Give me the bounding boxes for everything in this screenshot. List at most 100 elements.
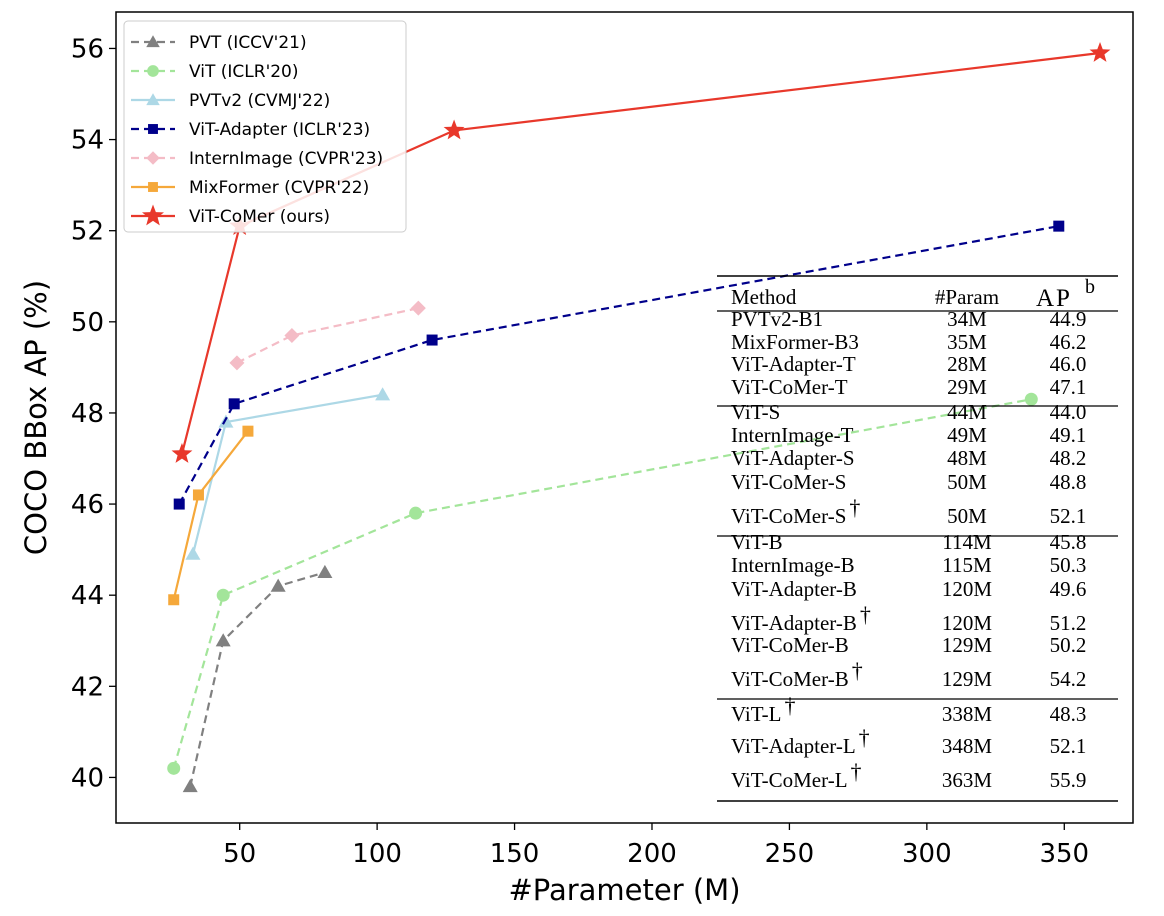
- legend-label: ViT-Adapter (ICLR'23): [189, 120, 370, 140]
- table-cell-ap: 47.1: [1050, 375, 1087, 399]
- table-cell-method: InternImage-T: [731, 423, 854, 447]
- table-cell-ap: 52.1: [1050, 504, 1087, 528]
- legend-marker: [146, 93, 160, 106]
- series-line: [189, 571, 326, 787]
- legend-entry-pvtv2-cvmj-22: PVTv2 (CVMJ'22): [131, 91, 330, 111]
- y-tick-label: 52: [71, 217, 104, 247]
- legend-box: [123, 20, 407, 233]
- table-cell-ap: 50.3: [1050, 553, 1087, 577]
- x-tick-label: 250: [765, 839, 815, 869]
- x-tick-label: 50: [223, 839, 256, 869]
- legend-marker: [147, 65, 159, 77]
- x-tick-label: 300: [902, 839, 952, 869]
- table-cell-dagger: †: [784, 693, 795, 718]
- legend-marker: [148, 124, 158, 134]
- table-cell-ap: 48.3: [1050, 702, 1087, 726]
- y-tick-label: 46: [71, 490, 104, 520]
- table-cell-param: 114M: [942, 530, 992, 554]
- table-cell-param: 115M: [942, 553, 992, 577]
- legend-label: PVT (ICCV'21): [189, 33, 307, 53]
- legend-label: InternImage (CVPR'23): [189, 149, 383, 169]
- legend-entry-vit-comer-ours: ViT-CoMer (ours): [131, 204, 330, 227]
- legend: PVT (ICCV'21) ViT (ICLR'20) PVTv2 (CVMJ'22…: [123, 20, 407, 233]
- y-tick-label: 44: [71, 581, 104, 611]
- table-cell-dagger: †: [849, 495, 860, 520]
- table-cell-method: ViT-CoMer-S: [731, 470, 846, 494]
- table-cell-method: ViT-Adapter-T: [731, 352, 856, 376]
- table-cell-param: 29M: [947, 375, 987, 399]
- legend-entry-internimage-cvpr-23: InternImage (CVPR'23): [131, 149, 383, 169]
- data-point: [443, 119, 465, 140]
- series-vit-iclr-20: [167, 392, 1038, 775]
- table-cell-param: 28M: [947, 352, 987, 376]
- table-cell-method: ViT-CoMer-T: [731, 375, 848, 399]
- series-line: [236, 307, 419, 364]
- x-tick-label: 150: [490, 839, 540, 869]
- x-tick-label: 100: [352, 839, 402, 869]
- data-point: [426, 334, 438, 346]
- table-cell-method: ViT-CoMer-B: [731, 633, 849, 657]
- table-cell-param: 338M: [942, 702, 993, 726]
- table-cell-method: ViT-Adapter-L: [731, 734, 856, 758]
- table-cell-param: 50M: [947, 504, 987, 528]
- table-cell-ap: 46.0: [1050, 352, 1087, 376]
- legend-marker: [148, 182, 158, 192]
- data-point: [1089, 42, 1111, 62]
- table-cell-ap: 48.8: [1050, 470, 1087, 494]
- table-cell-ap: 48.2: [1050, 446, 1087, 470]
- legend-entry-mixformer-cvpr-22: MixFormer (CVPR'22): [131, 178, 369, 198]
- data-point: [270, 578, 286, 592]
- table-cell-ap: 54.2: [1050, 667, 1087, 691]
- series-internimage-cvpr-23: [229, 300, 426, 371]
- data-point: [409, 506, 423, 520]
- inset-table: Method #Param AP b PVTv2-B1 34M 44.9 MixFormer-…: [717, 275, 1118, 802]
- table-cell-dagger: †: [859, 725, 870, 750]
- data-point: [1053, 220, 1065, 232]
- data-point: [1024, 392, 1038, 406]
- table-cell-method: ViT-CoMer-L: [731, 768, 848, 792]
- legend-marker: [142, 204, 164, 226]
- data-point: [168, 594, 180, 606]
- table-cell-method: ViT-L: [731, 702, 781, 726]
- data-point: [171, 442, 193, 463]
- data-point: [185, 546, 201, 560]
- table-cell-param: 34M: [947, 307, 987, 331]
- table-cell-ap: 46.2: [1050, 330, 1087, 354]
- table-header-ap-superscript: b: [1085, 276, 1095, 298]
- legend-label: ViT (ICLR'20): [189, 62, 299, 82]
- table-cell-param: 363M: [942, 768, 993, 792]
- table-cell-method: MixFormer-B3: [731, 330, 859, 354]
- table-cell-dagger: †: [851, 759, 862, 784]
- data-point: [375, 387, 391, 401]
- data-point: [192, 489, 204, 501]
- plot-frame: [115, 11, 1134, 824]
- table-cell-param: 129M: [942, 633, 993, 657]
- table-cell-param: 44M: [947, 400, 987, 424]
- table-cell-method: ViT-S: [731, 400, 780, 424]
- table-cell-param: 48M: [947, 446, 987, 470]
- table-header-ap: AP: [1036, 285, 1072, 312]
- legend-label: MixFormer (CVPR'22): [189, 178, 369, 198]
- table-cell-method: InternImage-B: [731, 553, 855, 577]
- data-point: [167, 761, 181, 775]
- legend-label: PVTv2 (CVMJ'22): [189, 91, 330, 111]
- table-cell-param: 49M: [947, 423, 987, 447]
- table-cell-param: 120M: [942, 611, 993, 635]
- y-tick-label: 48: [71, 399, 104, 429]
- table-cell-ap: 55.9: [1050, 768, 1087, 792]
- axes: 50 100 150 200 250 300 350 40 42 44 46 48 50 52 54 56 #P…: [19, 11, 1134, 907]
- data-point: [216, 588, 230, 602]
- table-header-param: #Param: [935, 285, 999, 309]
- y-tick-label: 54: [71, 126, 104, 156]
- table-cell-ap: 49.6: [1050, 577, 1087, 601]
- table-cell-param: 348M: [942, 734, 993, 758]
- table-cell-ap: 44.0: [1050, 400, 1087, 424]
- series-mixformer-cvpr-22: [168, 425, 254, 606]
- legend-entry-vit-adapter-iclr-23: ViT-Adapter (ICLR'23): [131, 120, 370, 140]
- series-line: [178, 225, 1059, 505]
- table-cell-method: ViT-B: [731, 530, 783, 554]
- table-cell-method: ViT-Adapter-B: [731, 611, 857, 635]
- table-cell-method: ViT-CoMer-S: [731, 504, 846, 528]
- table-cell-dagger: †: [860, 602, 871, 627]
